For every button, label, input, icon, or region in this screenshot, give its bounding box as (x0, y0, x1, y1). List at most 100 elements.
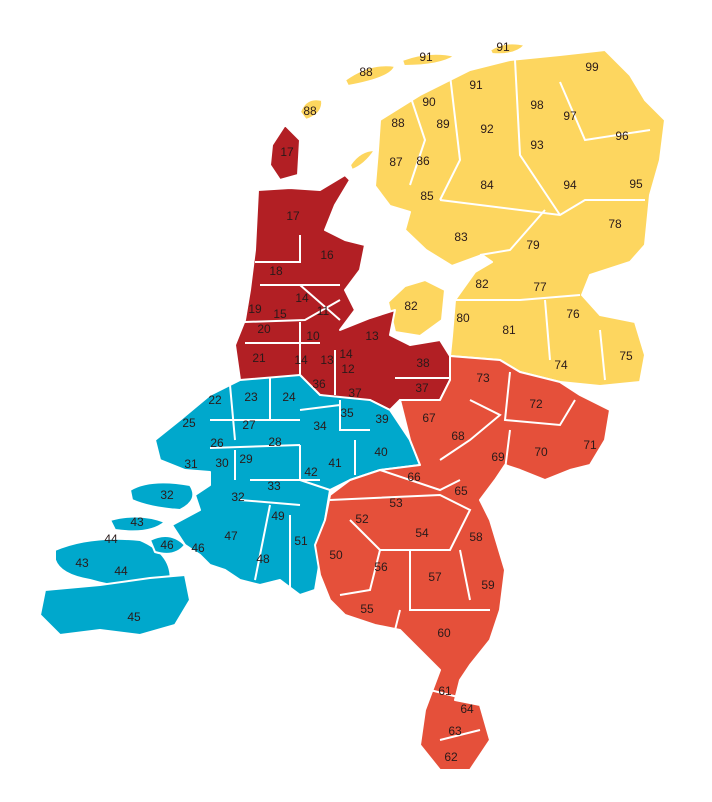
region-label-88: 88 (359, 65, 373, 79)
region-label-96: 96 (615, 129, 629, 143)
region-label-11: 11 (317, 304, 330, 318)
region-label-40: 40 (374, 445, 388, 459)
region-borders (329, 371, 576, 741)
region-label-18: 18 (269, 264, 283, 278)
region-flevoland-82[interactable] (387, 279, 446, 337)
region-label-91: 91 (419, 50, 433, 64)
region-label-66: 66 (407, 470, 421, 484)
region-label-67: 67 (422, 411, 436, 425)
region-label-57: 57 (428, 570, 442, 584)
region-group-darkred (234, 124, 451, 411)
region-label-45: 45 (127, 610, 141, 624)
region-label-10: 10 (306, 329, 320, 343)
region-label-60: 60 (437, 626, 451, 640)
region-label-13: 13 (320, 353, 334, 367)
region-labels: 91 91 88 99 91 90 88 98 97 89 88 92 96 93 87 86 84 94 95 85… (75, 40, 643, 764)
region-label-77: 77 (533, 280, 547, 294)
region-group-blue (39, 374, 421, 636)
region-label-91: 91 (469, 78, 483, 92)
region-label-97: 97 (563, 109, 577, 123)
region-label-61: 61 (438, 684, 452, 698)
island-88b[interactable] (344, 64, 396, 87)
region-label-58: 58 (469, 530, 483, 544)
region-label-54: 54 (415, 526, 429, 540)
region-label-47: 47 (224, 529, 238, 543)
region-label-46: 46 (160, 538, 174, 552)
island-43[interactable] (109, 515, 166, 533)
region-label-27: 27 (242, 418, 256, 432)
region-label-89: 89 (436, 117, 450, 131)
region-label-29: 29 (239, 452, 253, 466)
region-label-41: 41 (328, 456, 342, 470)
region-label-14: 14 (295, 291, 309, 305)
region-borders (209, 378, 370, 590)
region-label-43: 43 (75, 556, 89, 570)
region-label-48: 48 (256, 552, 270, 566)
region-label-37: 37 (348, 386, 362, 400)
region-label-79: 79 (526, 238, 540, 252)
region-label-28: 28 (268, 435, 282, 449)
region-label-46: 46 (191, 541, 205, 555)
region-label-44: 44 (104, 532, 118, 546)
region-label-88: 88 (303, 104, 317, 118)
region-label-24: 24 (282, 390, 296, 404)
region-label-92: 92 (480, 122, 494, 136)
region-label-16: 16 (320, 248, 334, 262)
region-label-70: 70 (534, 445, 548, 459)
island-91[interactable] (401, 52, 456, 67)
region-label-91: 91 (496, 40, 510, 54)
region-label-85: 85 (420, 189, 434, 203)
region-group-yellow (299, 42, 666, 387)
region-label-65: 65 (454, 484, 468, 498)
region-label-84: 84 (480, 178, 494, 192)
region-label-14: 14 (339, 347, 353, 361)
region-label-22: 22 (208, 393, 222, 407)
region-label-90: 90 (422, 95, 436, 109)
island-46[interactable] (149, 535, 186, 555)
region-north-east[interactable] (374, 49, 666, 387)
region-label-68: 68 (451, 429, 465, 443)
region-label-49: 49 (271, 509, 285, 523)
region-label-21: 21 (252, 351, 266, 365)
region-label-72: 72 (529, 397, 543, 411)
island-texel-17[interactable] (269, 124, 301, 181)
region-label-20: 20 (257, 322, 271, 336)
region-label-59: 59 (481, 578, 495, 592)
region-label-81: 81 (502, 323, 516, 337)
region-label-71: 71 (583, 438, 597, 452)
island-88[interactable] (299, 98, 324, 121)
region-label-88: 88 (391, 116, 405, 130)
region-label-35: 35 (340, 406, 354, 420)
region-label-30: 30 (215, 456, 229, 470)
region-label-17: 17 (280, 145, 294, 159)
island-32[interactable] (129, 481, 195, 511)
region-label-33: 33 (267, 479, 281, 493)
region-label-32: 32 (231, 490, 245, 504)
region-label-34: 34 (313, 419, 327, 433)
region-label-93: 93 (530, 138, 544, 152)
region-label-17: 17 (286, 209, 300, 223)
region-borders (409, 59, 651, 381)
region-label-14: 14 (294, 353, 308, 367)
region-label-52: 52 (355, 512, 369, 526)
region-label-98: 98 (530, 98, 544, 112)
region-label-15: 15 (273, 307, 287, 321)
region-label-31: 31 (184, 457, 198, 471)
region-label-39: 39 (375, 412, 389, 426)
region-label-95: 95 (629, 177, 643, 191)
region-label-82: 82 (404, 299, 418, 313)
island-91b[interactable] (489, 42, 526, 56)
region-zeeuws-vlaanderen-45[interactable] (39, 574, 191, 636)
region-label-73: 73 (476, 371, 490, 385)
region-label-37: 37 (415, 381, 429, 395)
region-label-94: 94 (563, 178, 577, 192)
island-north[interactable] (349, 149, 376, 171)
region-label-62: 62 (444, 750, 458, 764)
region-label-12: 12 (341, 362, 355, 376)
region-label-82: 82 (475, 277, 489, 291)
region-label-32: 32 (160, 488, 174, 502)
region-label-25: 25 (182, 416, 196, 430)
region-label-53: 53 (389, 496, 403, 510)
region-label-43: 43 (130, 515, 144, 529)
